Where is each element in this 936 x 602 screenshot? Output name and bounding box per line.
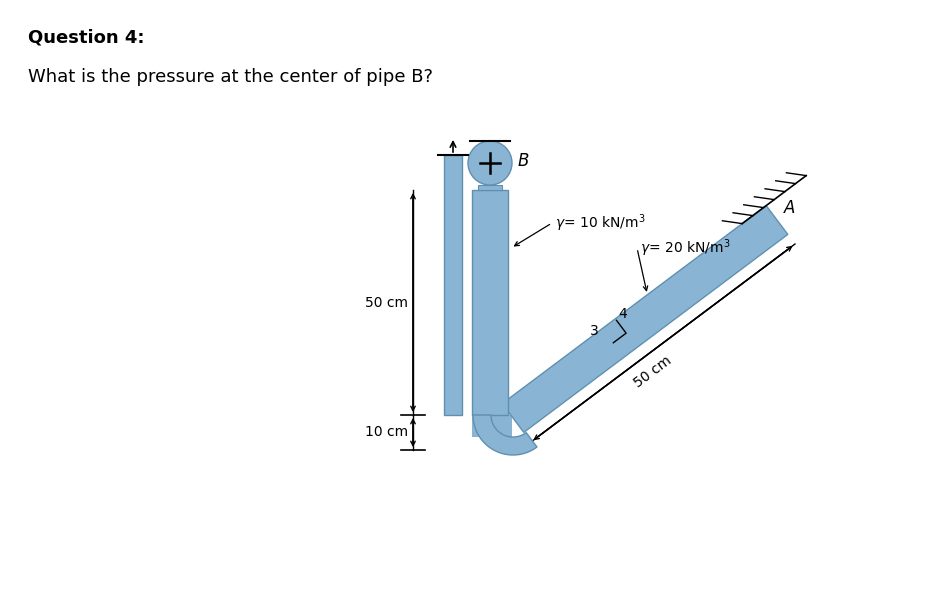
Text: 10 cm: 10 cm [364, 426, 407, 439]
Text: What is the pressure at the center of pipe B?: What is the pressure at the center of pi… [28, 68, 432, 86]
Circle shape [467, 141, 511, 185]
Text: $\gamma$= 10 kN/m$^3$: $\gamma$= 10 kN/m$^3$ [554, 212, 645, 234]
Text: 50 cm: 50 cm [631, 353, 674, 390]
Bar [477, 185, 502, 190]
Bar [472, 415, 511, 437]
Text: $\gamma$= 20 kN/m$^3$: $\gamma$= 20 kN/m$^3$ [639, 237, 730, 259]
Text: B: B [518, 152, 529, 170]
Text: A: A [783, 199, 795, 217]
Text: Question 4:: Question 4: [28, 28, 144, 46]
Text: 4: 4 [618, 307, 626, 321]
Polygon shape [502, 206, 787, 432]
Text: 3: 3 [589, 324, 598, 338]
Text: 50 cm: 50 cm [365, 296, 407, 309]
Bar [444, 155, 461, 415]
Polygon shape [473, 415, 536, 455]
Bar [472, 190, 507, 415]
